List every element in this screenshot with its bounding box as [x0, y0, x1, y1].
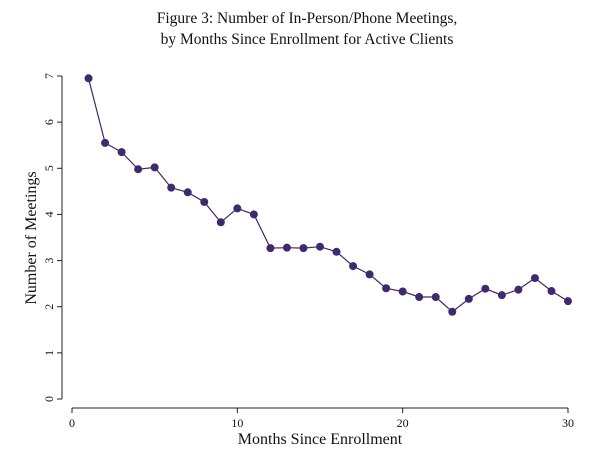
- data-point: [514, 285, 523, 294]
- data-point: [349, 262, 358, 271]
- x-tick-label: 0: [69, 416, 75, 430]
- chart-title: Figure 3: Number of In-Person/Phone Meet…: [156, 10, 458, 27]
- y-tick-label: 5: [42, 165, 56, 171]
- y-tick-label: 1: [42, 350, 56, 356]
- data-point: [431, 293, 440, 302]
- data-point: [547, 287, 556, 296]
- y-tick-label: 3: [42, 258, 56, 264]
- data-point: [216, 218, 225, 227]
- data-point: [200, 197, 209, 206]
- data-point: [183, 188, 192, 197]
- data-point: [117, 148, 126, 157]
- chart-title-block: Figure 3: Number of In-Person/Phone Meet…: [0, 8, 614, 50]
- data-point: [266, 244, 275, 253]
- data-point: [365, 270, 374, 279]
- y-axis-title: Number of Meetings: [23, 171, 40, 304]
- data-point: [233, 204, 242, 213]
- data-point: [464, 294, 473, 303]
- data-point: [481, 284, 490, 293]
- series: [84, 74, 572, 316]
- data-point: [282, 243, 291, 252]
- series-line: [87, 78, 569, 313]
- data-point: [398, 287, 407, 296]
- data-point: [150, 163, 159, 172]
- x-tick-label: 10: [231, 416, 243, 430]
- data-point: [134, 165, 143, 174]
- x-tick-label: 30: [562, 416, 574, 430]
- y-tick-label: 6: [42, 119, 56, 125]
- data-point: [249, 210, 258, 219]
- data-point: [332, 247, 341, 256]
- axes: [61, 76, 568, 409]
- data-point: [448, 307, 457, 316]
- data-point: [299, 244, 308, 253]
- data-point: [316, 242, 324, 251]
- y-tick-label: 4: [42, 211, 56, 217]
- chart-subtitle: by Months Since Enrollment for Active Cl…: [160, 31, 454, 48]
- data-point: [564, 297, 572, 306]
- data-point: [497, 291, 506, 300]
- y-tick-label: 7: [42, 73, 56, 79]
- y-tick-label: 0: [42, 396, 56, 402]
- ticks: 0 1 2 3 4 5 6 7 0 10 20 30: [42, 73, 574, 430]
- data-point: [84, 74, 93, 83]
- x-tick-label: 20: [397, 416, 409, 430]
- data-point: [382, 284, 391, 293]
- data-point: [167, 183, 176, 192]
- data-point: [530, 274, 539, 283]
- data-point: [101, 138, 110, 147]
- data-point: [415, 293, 424, 302]
- y-tick-label: 2: [42, 304, 56, 310]
- x-axis-title: Months Since Enrollment: [238, 431, 403, 448]
